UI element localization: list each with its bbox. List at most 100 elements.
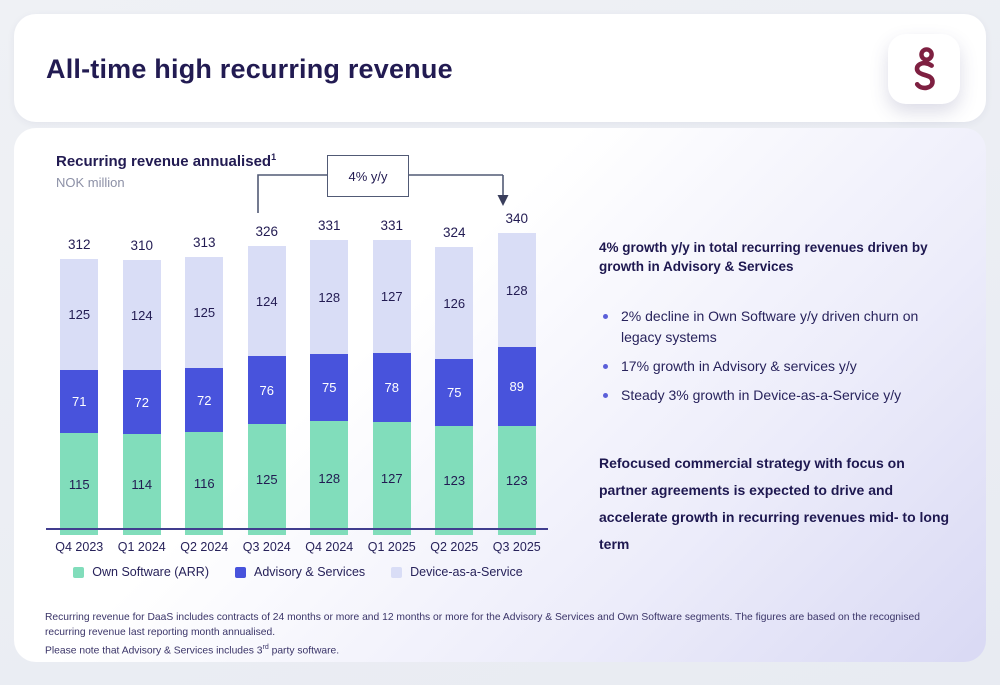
legend-item: Device-as-a-Service (391, 565, 523, 579)
bar-column: 324 126 75 123 (423, 225, 486, 535)
insights-panel: 4% growth y/y in total recurring revenue… (599, 238, 991, 558)
stacked-bar: 126 75 123 (435, 247, 474, 535)
bar-segment: 125 (247, 424, 286, 535)
bar-column: 340 128 89 123 (486, 211, 549, 535)
bar-total-label: 313 (192, 235, 216, 250)
bar-segment: 128 (310, 240, 349, 354)
bar-segment: 125 (185, 257, 224, 368)
outlook-text-line: partner agreements is expected to drive … (599, 482, 894, 498)
content-card: Recurring revenue annualised1 NOK millio… (14, 128, 986, 662)
x-axis-label: Q2 2025 (430, 540, 479, 554)
stacked-bar: 124 76 125 (247, 246, 286, 535)
growth-annotation-box: 4% y/y (327, 155, 409, 197)
bar-column: 312 125 71 115 (48, 237, 111, 535)
bullet-text: Steady 3% growth in Device-as-a-Service … (621, 385, 901, 406)
bullet-text-line: 2% decline in Own Software y/y driven ch… (621, 308, 919, 324)
stacked-bar: 125 72 116 (185, 257, 224, 535)
chart-title-footnote-ref: 1 (271, 152, 277, 162)
legend-label: Device-as-a-Service (410, 565, 523, 579)
bar-segment: 75 (310, 354, 349, 421)
bullet-icon (603, 314, 608, 319)
brand-logo-icon (914, 47, 935, 91)
insights-heading: 4% growth y/y in total recurring revenue… (599, 238, 991, 276)
footnote: Recurring revenue for DaaS includes cont… (45, 610, 963, 658)
bar-total-label: 310 (130, 238, 154, 253)
legend-label: Own Software (ARR) (92, 565, 209, 579)
bullet-text: 2% decline in Own Software y/y driven ch… (621, 306, 918, 348)
stacked-bar: 128 75 128 (310, 240, 349, 535)
insights-heading-line: growth in Advisory & Services (599, 259, 794, 274)
bar-segment: 89 (497, 347, 536, 426)
legend-marker (73, 566, 85, 578)
bar-segment: 126 (435, 247, 474, 359)
growth-annotation-label: 4% y/y (348, 168, 388, 184)
legend-marker (235, 566, 246, 578)
bar-total-label: 326 (255, 224, 279, 239)
bullet-icon (603, 364, 608, 369)
legend-label: Advisory & Services (254, 565, 366, 579)
bar-segment: 76 (247, 356, 286, 424)
bullet-icon (603, 393, 608, 398)
insights-bullet-list: 2% decline in Own Software y/y driven ch… (599, 306, 991, 406)
outlook-text-line: term (599, 536, 630, 552)
bar-segment: 72 (122, 370, 161, 434)
insights-heading-line: 4% growth y/y in total recurring revenue… (599, 240, 928, 255)
stacked-bar: 125 71 115 (60, 259, 99, 535)
bar-chart: 312 125 71 115 310 124 72 114 313 125 72 116 326 124 7… (48, 211, 549, 535)
chart-title-text: Recurring revenue annualised (56, 153, 272, 170)
x-axis-label: Q3 2024 (242, 540, 291, 554)
bar-segment: 128 (497, 233, 536, 347)
bullet-text-line: Steady 3% growth in Device-as-a-Service … (621, 387, 902, 403)
x-axis-label: Q1 2024 (117, 540, 166, 554)
bullet-text-line: legacy systems (621, 329, 717, 345)
bullet-item: Steady 3% growth in Device-as-a-Service … (599, 385, 991, 406)
bar-segment: 72 (185, 368, 224, 432)
bar-segment: 71 (60, 370, 99, 433)
stacked-bar: 127 78 127 (372, 240, 411, 535)
footnote-line-1: Recurring revenue for DaaS includes cont… (45, 612, 920, 638)
bar-total-label: 324 (442, 225, 466, 240)
bar-segment: 128 (310, 421, 349, 535)
brand-logo (888, 34, 960, 104)
chart-legend: Own Software (ARR) Advisory & Services Dev… (48, 565, 548, 579)
bullet-text-line: 17% growth in Advisory & services y/y (621, 358, 857, 374)
legend-marker (391, 566, 403, 578)
bullet-text: 17% growth in Advisory & services y/y (621, 356, 857, 377)
stacked-bar: 124 72 114 (122, 260, 161, 535)
bar-segment: 78 (372, 353, 411, 422)
x-axis-label: Q4 2024 (305, 540, 354, 554)
bar-column: 331 127 78 127 (361, 218, 424, 535)
legend-item: Own Software (ARR) (73, 565, 209, 579)
bar-segment: 116 (185, 432, 224, 535)
bar-total-label: 340 (505, 211, 529, 226)
header-card: All-time high recurring revenue (14, 14, 986, 122)
stacked-bar: 128 89 123 (497, 233, 536, 535)
bar-segment: 125 (60, 259, 99, 370)
x-axis-label: Q3 2025 (492, 540, 541, 554)
chart-title: Recurring revenue annualised1 (56, 152, 276, 170)
outlook-paragraph: Refocused commercial strategy with focus… (599, 450, 991, 558)
bar-column: 326 124 76 125 (236, 224, 299, 535)
x-axis-label: Q4 2023 (55, 540, 104, 554)
bar-total-label: 331 (380, 218, 404, 233)
bar-segment: 124 (247, 246, 286, 356)
bar-segment: 123 (497, 426, 536, 535)
bar-segment: 124 (122, 260, 161, 370)
bar-segment: 114 (122, 434, 161, 535)
bar-total-label: 312 (67, 237, 91, 252)
bar-column: 310 124 72 114 (111, 238, 174, 535)
bar-segment: 115 (60, 433, 99, 535)
page-title: All-time high recurring revenue (46, 54, 453, 84)
x-axis-label: Q2 2024 (180, 540, 229, 554)
footnote-line-2: Please note that Advisory & Services inc… (45, 644, 340, 657)
x-axis-labels: Q4 2023 Q1 2024 Q2 2024 Q3 2024 Q4 2024 Q1 20… (48, 540, 548, 554)
growth-bracket (257, 174, 509, 213)
x-axis-label: Q1 2025 (367, 540, 416, 554)
bar-segment: 75 (435, 359, 474, 426)
outlook-text-line: accelerate growth in recurring revenues … (599, 509, 950, 525)
outlook-text-line: Refocused commercial strategy with focus… (599, 455, 905, 471)
chart-unit-label: NOK million (56, 175, 125, 190)
bar-column: 331 128 75 128 (298, 218, 361, 535)
bar-total-label: 331 (317, 218, 341, 233)
